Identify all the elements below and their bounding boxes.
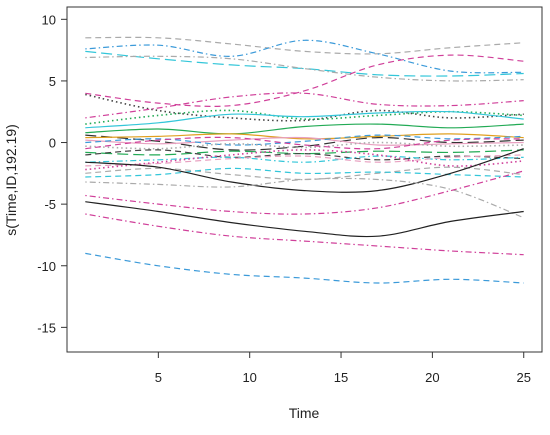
series-line (85, 134, 524, 151)
series-line (85, 170, 524, 215)
y-tick-label: 10 (42, 12, 56, 27)
series-line (85, 93, 524, 122)
series-layer (85, 36, 524, 284)
x-axis-title: Time (289, 405, 320, 421)
series-line (85, 50, 524, 77)
x-tick-label: 20 (425, 370, 439, 385)
y-tick-label: 5 (49, 74, 56, 89)
y-axis-title: s(Time,ID,192.19) (3, 124, 19, 236)
series-line (85, 177, 524, 219)
x-tick-label: 25 (516, 370, 530, 385)
y-tick-label: 0 (49, 136, 56, 151)
series-line (85, 149, 524, 156)
series-line (85, 166, 524, 181)
series-line (85, 55, 524, 82)
series-line (85, 36, 524, 55)
x-tick-label: 5 (155, 370, 162, 385)
series-line (85, 133, 524, 140)
series-line (85, 39, 524, 74)
series-line (85, 149, 524, 161)
series-line (85, 141, 524, 150)
axes-layer: 5 10 15 20 25 -15 -10 -5 0 5 10 (37, 12, 531, 385)
series-line (85, 110, 524, 129)
y-tick-label: -10 (37, 259, 56, 274)
series-line (85, 92, 524, 119)
series-line (85, 154, 524, 167)
x-tick-label: 15 (334, 370, 348, 385)
series-line (85, 201, 524, 238)
series-line (85, 136, 524, 150)
series-line (85, 149, 524, 171)
y-tick-label: -15 (37, 320, 56, 335)
plot-frame (66, 6, 543, 353)
series-line (85, 213, 524, 256)
series-line (85, 136, 524, 146)
series-line (85, 123, 524, 135)
series-line (85, 54, 524, 107)
series-line (85, 155, 524, 163)
series-line (85, 252, 524, 284)
series-line (85, 148, 524, 193)
x-tick-label: 10 (242, 370, 256, 385)
series-line (85, 167, 524, 178)
series-line (85, 134, 524, 146)
y-tick-label: -5 (44, 197, 56, 212)
